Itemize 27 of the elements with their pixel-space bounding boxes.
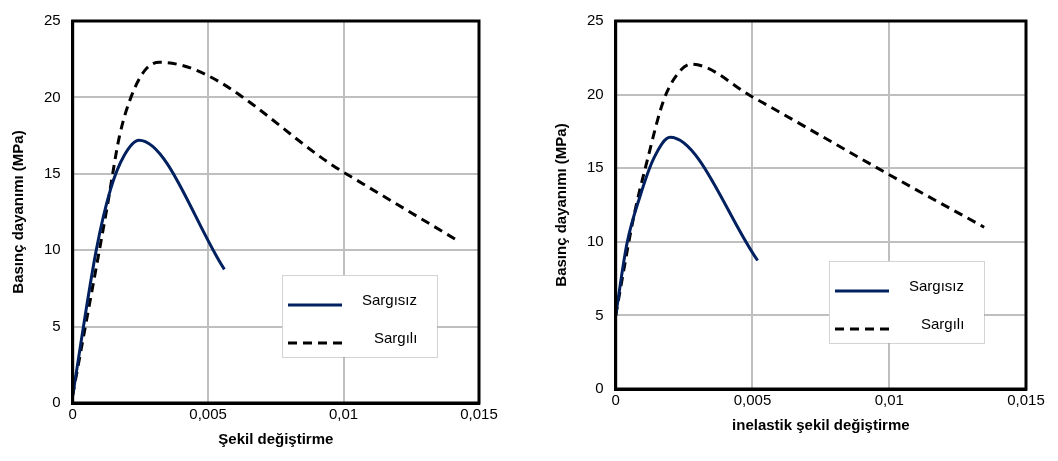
y-tick-label: 20 xyxy=(587,84,604,102)
y-tick-label: 5 xyxy=(52,316,61,334)
x-axis-title: inelastik şekil değiştirme xyxy=(732,416,910,434)
y-tick-label: 15 xyxy=(44,163,61,181)
x-tick-label: 0 xyxy=(68,405,77,423)
y-tick-label: 20 xyxy=(44,87,61,105)
y-axis-title: Basınç dayanımı (MPa) xyxy=(9,130,27,294)
y-tick-label: 10 xyxy=(44,240,61,258)
y-tick-label: 25 xyxy=(44,11,61,29)
y-axis-title: Basınç dayanımı (MPa) xyxy=(552,123,570,287)
y-tick-label: 0 xyxy=(595,379,604,397)
x-tick-label: 0,015 xyxy=(460,405,498,423)
y-tick-label: 5 xyxy=(595,305,604,323)
y-tick-label: 25 xyxy=(587,11,604,29)
x-tick-label: 0,005 xyxy=(733,391,772,409)
x-axis-title: Şekil değiştirme xyxy=(218,430,334,448)
x-tick-label: 0,01 xyxy=(874,391,904,409)
legend-label: Sargısız xyxy=(362,291,418,309)
x-tick-label: 0 xyxy=(611,391,620,409)
x-tick-label: 0,01 xyxy=(328,405,359,423)
y-tick-label: 10 xyxy=(587,231,604,249)
y-tick-label: 15 xyxy=(587,158,604,176)
x-tick-label: 0,005 xyxy=(189,405,227,423)
legend-label: Sargısız xyxy=(909,277,965,295)
legend-label: Sargılı xyxy=(921,315,965,333)
legend-label: Sargılı xyxy=(374,329,418,347)
x-tick-label: 0,015 xyxy=(1007,391,1045,409)
